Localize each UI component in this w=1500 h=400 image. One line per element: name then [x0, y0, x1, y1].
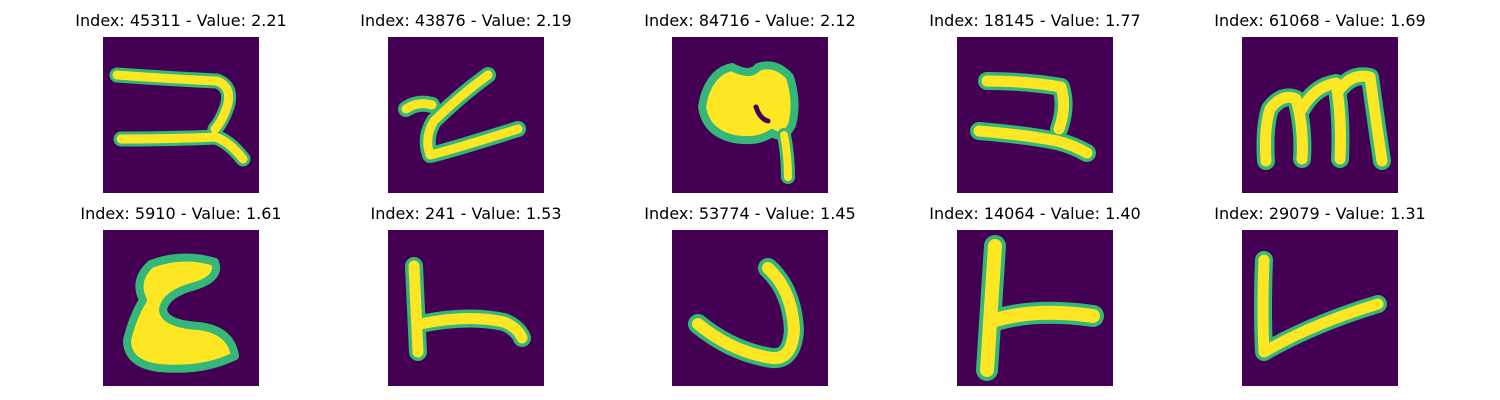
image-panel: Index: 5910 - Value: 1.61	[80, 204, 282, 386]
glyph-thumbnail-reverse-2	[957, 37, 1113, 193]
panel-title: Index: 29079 - Value: 1.31	[1214, 204, 1426, 223]
panel-title: Index: 84716 - Value: 2.12	[644, 11, 856, 30]
glyph-thumbnail-hook-2	[103, 37, 259, 193]
panel-title: Index: 45311 - Value: 2.21	[75, 11, 287, 30]
panel-title: Index: 43876 - Value: 2.19	[360, 11, 572, 30]
image-panel: Index: 61068 - Value: 1.69	[1214, 11, 1426, 193]
glyph-thumbnail-letter-m	[1242, 37, 1398, 193]
glyph-thumbnail-z-curve	[388, 37, 544, 193]
glyph-thumbnail-side-t	[388, 230, 544, 386]
panel-title: Index: 61068 - Value: 1.69	[1214, 11, 1426, 30]
image-panel: Index: 45311 - Value: 2.21	[75, 11, 287, 193]
panel-title: Index: 14064 - Value: 1.40	[929, 204, 1141, 223]
glyph-thumbnail-blob-6	[672, 37, 828, 193]
panel-title: Index: 241 - Value: 1.53	[370, 204, 562, 223]
image-panel: Index: 29079 - Value: 1.31	[1214, 204, 1426, 386]
image-panel: Index: 14064 - Value: 1.40	[929, 204, 1141, 386]
glyph-thumbnail-letter-v	[1242, 230, 1398, 386]
image-panel: Index: 18145 - Value: 1.77	[929, 11, 1141, 193]
glyph-thumbnail-blob-z	[103, 230, 259, 386]
panel-title: Index: 5910 - Value: 1.61	[80, 204, 282, 223]
panel-title: Index: 18145 - Value: 1.77	[929, 11, 1141, 30]
image-panel: Index: 84716 - Value: 2.12	[644, 11, 856, 193]
panel-title: Index: 53774 - Value: 1.45	[644, 204, 856, 223]
image-panel: Index: 43876 - Value: 2.19	[360, 11, 572, 193]
glyph-thumbnail-side-t-bold	[957, 230, 1113, 386]
image-panel: Index: 53774 - Value: 1.45	[644, 204, 856, 386]
image-panel: Index: 241 - Value: 1.53	[370, 204, 562, 386]
glyph-thumbnail-letter-j	[672, 230, 828, 386]
